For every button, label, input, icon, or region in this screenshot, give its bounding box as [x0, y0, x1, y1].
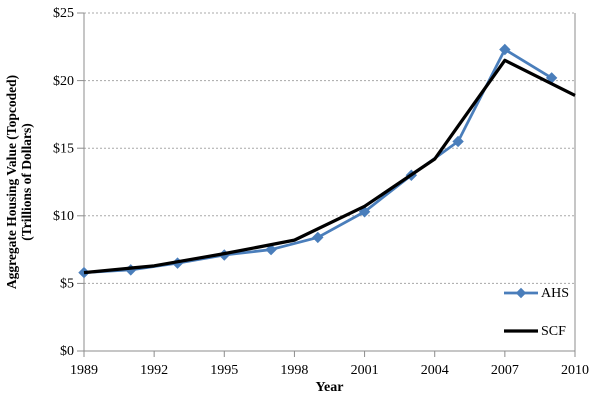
series-AHS-marker — [358, 206, 371, 218]
y-tick-label: $15 — [53, 141, 74, 156]
series-AHS-marker — [312, 231, 324, 244]
series-SCF-line — [83, 58, 576, 275]
y-tick-label: $10 — [53, 209, 74, 224]
series-AHS-marker — [499, 43, 511, 56]
x-tick-label: 1992 — [140, 363, 168, 378]
x-tick-label: 2010 — [561, 363, 589, 378]
x-tick-label: 2007 — [491, 363, 519, 378]
y-tick-label: $5 — [60, 277, 74, 292]
y-tick-label: $20 — [53, 74, 74, 89]
y-axis-title-line1: Aggregate Housing Value (Topcoded) — [4, 75, 19, 289]
legend-SCF-label: SCF — [541, 324, 566, 339]
x-tick-label: 2001 — [351, 363, 379, 378]
legend-AHS-label: AHS — [541, 286, 569, 301]
y-tick-label: $25 — [53, 6, 74, 21]
series-AHS-marker — [265, 243, 277, 256]
x-tick-label: 1998 — [280, 363, 308, 378]
legend-AHS-marker — [515, 287, 527, 299]
x-tick-label: 2004 — [421, 363, 449, 378]
series-AHS-marker — [452, 135, 464, 148]
x-tick-label: 1989 — [70, 363, 98, 378]
x-axis-title: Year — [316, 380, 344, 395]
y-axis-title-line2: (Trillions of Dollars) — [19, 123, 34, 241]
y-tick-label: $0 — [60, 344, 74, 359]
x-tick-label: 1995 — [210, 363, 238, 378]
